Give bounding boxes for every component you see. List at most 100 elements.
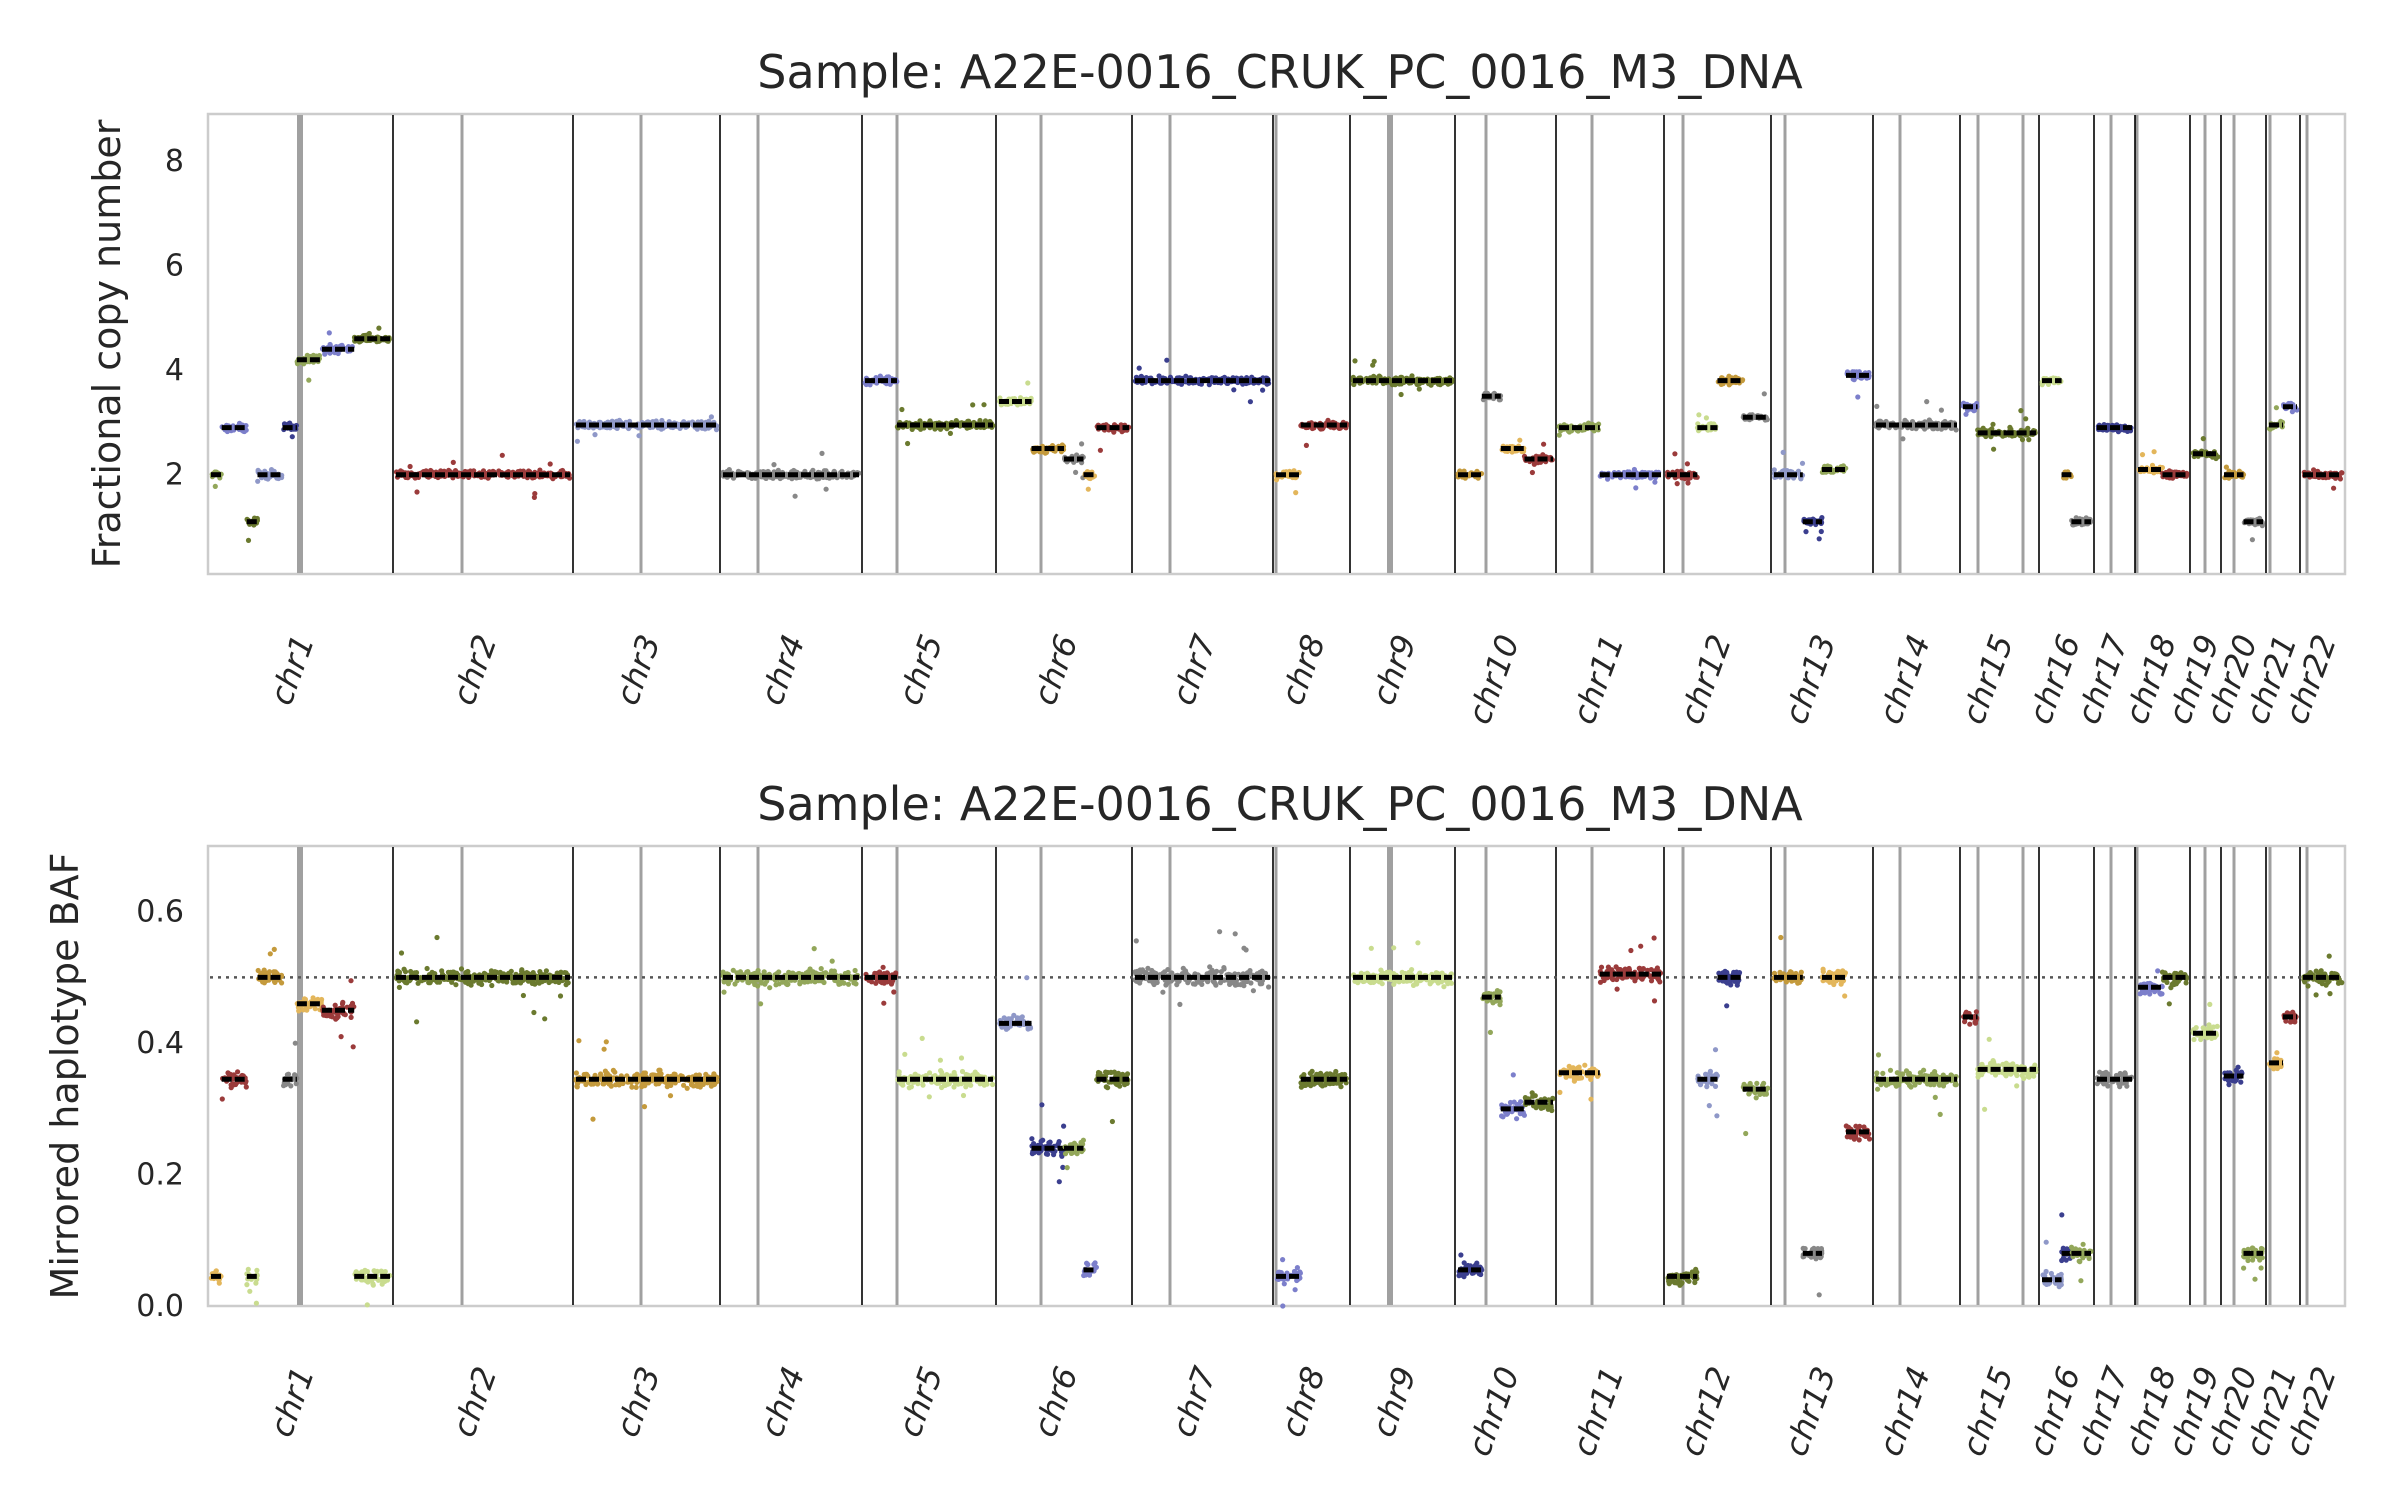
data-point: [1231, 387, 1237, 393]
data-point: [306, 377, 312, 383]
data-point: [1024, 975, 1030, 981]
data-point: [322, 351, 328, 357]
data-point: [288, 1083, 294, 1089]
data-point: [657, 1067, 663, 1073]
data-point: [370, 1282, 376, 1288]
copy-number-panel: Sample: A22E-0016_CRUK_PC_0016_M3_DNA 24…: [85, 45, 2347, 729]
data-point: [1238, 982, 1244, 988]
data-point: [1108, 1069, 1114, 1076]
data-point: [2279, 421, 2285, 427]
data-point: [1674, 481, 1680, 487]
data-point: [428, 467, 434, 474]
data-point: [338, 1034, 344, 1040]
data-point: [1016, 1015, 1022, 1021]
data-point: [241, 428, 247, 435]
data-point: [253, 1280, 259, 1286]
copy-number-data: [209, 115, 2345, 573]
data-point: [2139, 452, 2146, 458]
data-point: [582, 1072, 588, 1078]
data-point: [612, 1069, 618, 1075]
data-point: [629, 1084, 635, 1090]
data-point: [603, 1039, 609, 1045]
data-point: [970, 402, 976, 408]
data-point: [1633, 485, 1639, 491]
data-point: [2249, 537, 2255, 543]
data-point: [326, 330, 332, 336]
data-point: [891, 989, 897, 995]
data-point: [908, 1084, 915, 1090]
data-point: [382, 1278, 388, 1284]
data-point: [1079, 441, 1085, 447]
data-point: [1371, 358, 1377, 364]
data-point: [757, 469, 764, 475]
data-point: [396, 984, 402, 991]
data-point: [899, 406, 905, 413]
data-point: [721, 989, 727, 995]
data-point: [518, 980, 524, 986]
data-point: [1217, 929, 1223, 935]
data-point: [912, 1071, 918, 1077]
chromosome-label-chr10: chr10: [1460, 630, 1527, 729]
data-point: [1061, 1123, 1067, 1129]
baf-title: Sample: A22E-0016_CRUK_PC_0016_M3_DNA: [757, 777, 1803, 831]
data-point: [574, 1083, 580, 1089]
data-point: [1761, 391, 1767, 397]
data-point: [1780, 449, 1786, 455]
data-point: [902, 1051, 908, 1057]
data-point: [1517, 437, 1523, 443]
chromosome-label-chr4: chr4: [752, 630, 812, 710]
data-point: [504, 979, 510, 985]
data-point: [708, 414, 715, 420]
data-point: [573, 1070, 580, 1076]
data-point: [2019, 437, 2026, 443]
data-point: [786, 969, 792, 975]
data-point: [650, 1072, 656, 1078]
data-point: [520, 992, 527, 999]
data-point: [519, 968, 525, 974]
data-point: [990, 1081, 996, 1088]
chromosome-label-chr8: chr8: [1273, 630, 1333, 710]
data-point: [408, 968, 414, 975]
data-point: [348, 1014, 354, 1021]
data-point: [216, 1280, 222, 1286]
data-point: [289, 434, 295, 440]
data-point: [434, 979, 440, 985]
data-point: [450, 459, 456, 465]
y-tick-label: 2: [165, 458, 184, 493]
data-point: [489, 982, 495, 989]
data-point: [371, 1268, 377, 1274]
data-point: [783, 981, 790, 987]
data-point: [938, 1068, 944, 1074]
data-point: [1352, 358, 1358, 364]
data-point: [510, 980, 516, 986]
data-point: [2023, 416, 2029, 422]
data-point: [758, 1001, 764, 1007]
data-point: [576, 1038, 582, 1044]
data-point: [271, 946, 277, 953]
data-point: [880, 964, 886, 970]
data-point: [926, 1094, 932, 1100]
data-point: [267, 951, 273, 957]
data-point: [869, 979, 875, 985]
data-point: [563, 970, 569, 976]
data-point: [2018, 408, 2024, 414]
data-point: [224, 428, 230, 435]
data-point: [212, 483, 218, 489]
data-point: [499, 452, 505, 458]
data-point: [2151, 449, 2157, 455]
data-point: [2331, 485, 2337, 491]
data-point: [395, 968, 401, 974]
data-point: [1190, 981, 1196, 987]
data-point: [364, 1302, 370, 1308]
chromosome-label-chr7: chr7: [1164, 629, 1224, 710]
data-point: [1409, 373, 1415, 379]
data-point: [532, 491, 538, 497]
data-point: [245, 537, 252, 544]
data-point: [590, 1116, 596, 1122]
data-point: [636, 433, 642, 439]
copy-number-title: Sample: A22E-0016_CRUK_PC_0016_M3_DNA: [757, 45, 1803, 99]
data-point: [771, 462, 777, 468]
data-point: [376, 325, 382, 331]
data-point: [285, 1071, 292, 1077]
data-point: [531, 494, 538, 500]
